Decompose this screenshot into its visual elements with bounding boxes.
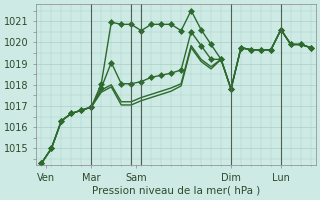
X-axis label: Pression niveau de la mer( hPa ): Pression niveau de la mer( hPa )	[92, 186, 260, 196]
